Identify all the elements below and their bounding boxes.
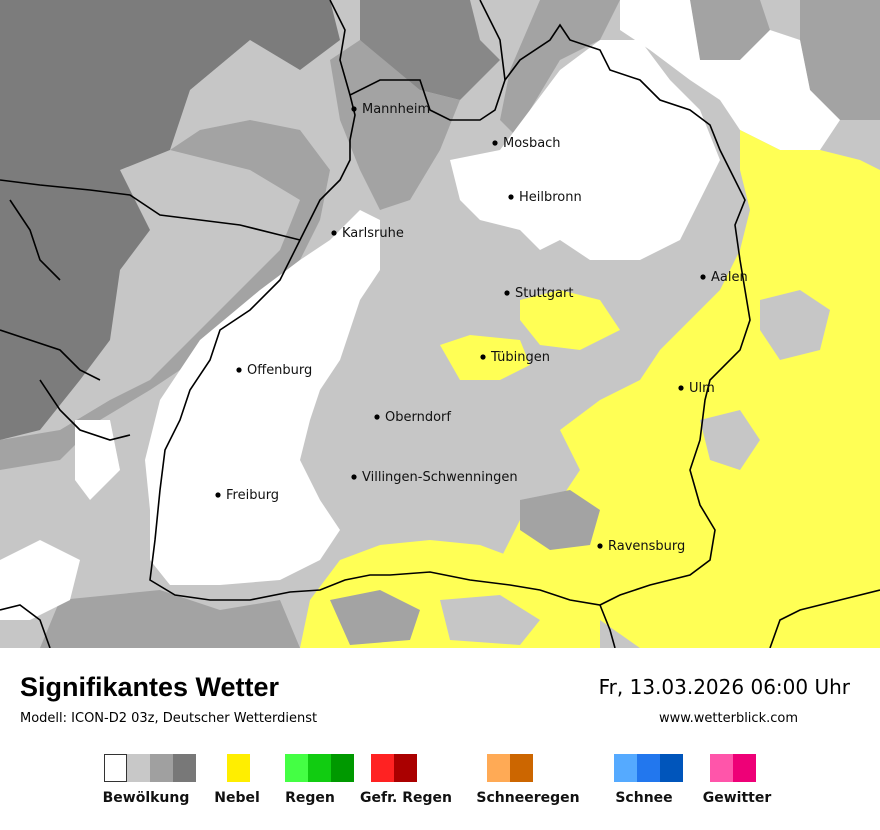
clear-area-southwest [0, 540, 80, 620]
legend-swatches [487, 754, 533, 782]
legend-swatches [285, 754, 354, 782]
cloud-medium-area [0, 120, 330, 470]
state-borders [0, 0, 880, 648]
legend-label-nebel: Nebel [214, 790, 260, 806]
city-label-ulm: Ulm [689, 381, 715, 396]
legend-label-gewitter: Gewitter [702, 790, 772, 806]
city-label-oberndorf: Oberndorf [385, 410, 451, 425]
legend-swatch [308, 754, 331, 782]
cloud-patch-south-2 [330, 590, 420, 645]
legend-label-regen: Regen [285, 790, 335, 806]
legend-swatches [710, 754, 756, 782]
weather-map: Mannheim Mosbach Heilbronn Karlsruhe Stuttga… [0, 0, 880, 648]
cloud-patch-east-2 [700, 410, 760, 470]
fog-area-stuttgart [520, 290, 620, 350]
city-label-stuttgart: Stuttgart [515, 286, 573, 301]
legend-group-nebel [227, 754, 250, 782]
city-label-heilbronn: Heilbronn [519, 190, 582, 205]
legend-swatches [104, 754, 196, 782]
legend-group-bewölkung [104, 754, 196, 782]
legend-swatch [733, 754, 756, 782]
legend-swatch [394, 754, 417, 782]
city-dot-aalen [700, 274, 706, 280]
cloud-patch-south-3 [440, 595, 540, 645]
clear-area-northeast [620, 0, 840, 150]
legend-swatch [173, 754, 196, 782]
legend-swatch [660, 754, 683, 782]
legend-group-gefr-regen [371, 754, 417, 782]
cloud-dark-area [0, 0, 340, 440]
legend-swatch [127, 754, 150, 782]
legend-swatches [227, 754, 250, 782]
city-dot-offenburg [236, 367, 242, 373]
legend-group-schneeregen [487, 754, 533, 782]
city-dot-ulm [678, 385, 684, 391]
city-label-offenburg: Offenburg [247, 363, 312, 378]
legend-group-regen [285, 754, 354, 782]
legend-swatches [371, 754, 417, 782]
city-label-aalen: Aalen [711, 270, 748, 285]
cloud-medium-area-5 [800, 0, 880, 120]
legend-label-schneeregen: Schneeregen [476, 790, 580, 806]
city-dot-ravensburg [597, 543, 603, 549]
legend-swatch [285, 754, 308, 782]
city-dot-t-bingen [480, 354, 486, 360]
city-dot-mosbach [492, 140, 498, 146]
website-link[interactable]: www.wetterblick.com [658, 711, 798, 726]
footer: Signifikantes Wetter Modell: ICON-D2 03z… [0, 648, 880, 830]
legend-swatch [614, 754, 637, 782]
cloud-medium-area-2 [330, 40, 460, 210]
legend-swatch [104, 754, 127, 782]
legend-swatch [487, 754, 510, 782]
city-label-freiburg: Freiburg [226, 488, 279, 503]
forecast-datetime: Fr, 13.03.2026 06:00 Uhr [598, 675, 850, 699]
city-dot-heilbronn [508, 194, 514, 200]
legend-swatches [614, 754, 683, 782]
legend-swatch [371, 754, 394, 782]
city-dot-villingen-schwenningen [351, 474, 357, 480]
city-label-karlsruhe: Karlsruhe [342, 226, 404, 241]
cloud-patch-east [760, 290, 830, 360]
legend-swatch [710, 754, 733, 782]
legend-group-schnee [614, 754, 683, 782]
legend-swatch [227, 754, 250, 782]
map-canvas: Mannheim Mosbach Heilbronn Karlsruhe Stuttga… [0, 0, 880, 648]
city-dot-oberndorf [374, 414, 380, 420]
city-label-mannheim: Mannheim [362, 102, 430, 117]
legend-swatch [331, 754, 354, 782]
clear-area-north [450, 40, 720, 260]
cloud-medium-area-4 [690, 0, 770, 60]
clear-area-central [145, 210, 380, 585]
legend-label-bewölkung: Bewölkung [102, 790, 190, 806]
city-label-ravensburg: Ravensburg [608, 539, 685, 554]
legend-swatch [637, 754, 660, 782]
cloud-patch-south [520, 490, 600, 550]
cloud-medium-area-6 [40, 590, 300, 648]
map-title: Signifikantes Wetter [20, 672, 280, 702]
city-dot-freiburg [215, 492, 221, 498]
legend-label-gefr-regen: Gefr. Regen [360, 790, 452, 806]
legend-group-gewitter [710, 754, 756, 782]
city-dot-karlsruhe [331, 230, 337, 236]
city-markers: Mannheim Mosbach Heilbronn Karlsruhe Stuttga… [215, 102, 748, 554]
legend-swatch [150, 754, 173, 782]
model-info: Modell: ICON-D2 03z, Deutscher Wetterdie… [20, 711, 318, 726]
legend-swatch [510, 754, 533, 782]
city-dot-stuttgart [504, 290, 510, 296]
city-label-mosbach: Mosbach [503, 136, 561, 151]
city-label-villingen-schwenningen: Villingen-Schwenningen [362, 470, 518, 485]
cloud-medium-area-3 [500, 0, 620, 140]
city-label-t-bingen: Tübingen [490, 350, 550, 365]
legend-label-schnee: Schnee [615, 790, 673, 806]
city-dot-mannheim [351, 106, 357, 112]
